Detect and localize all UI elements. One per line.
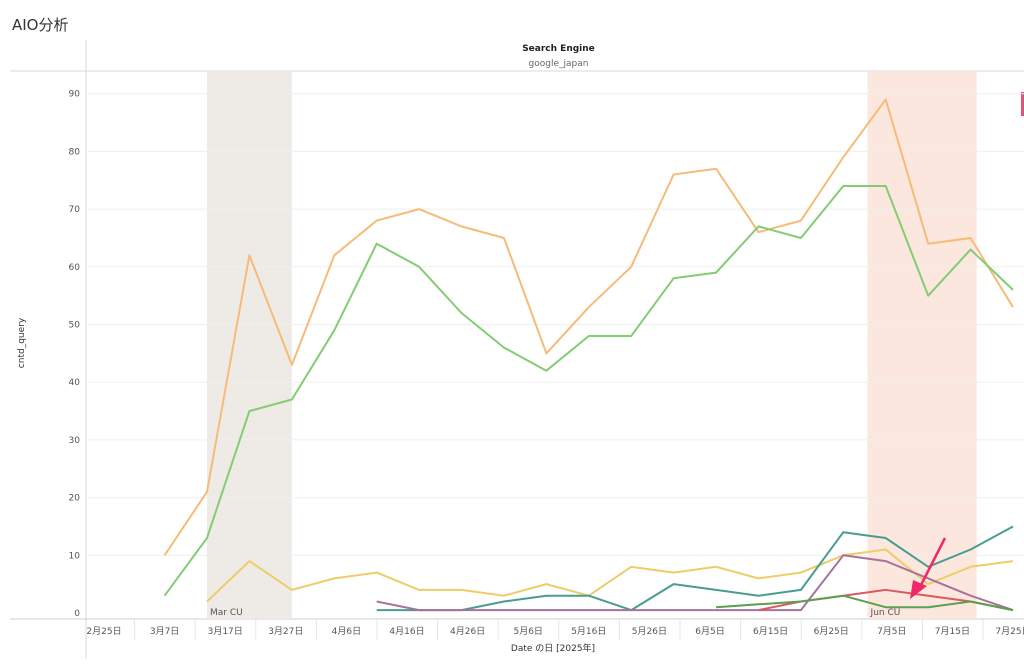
- x-tick-5: 4月16日: [389, 626, 424, 637]
- band-label-1: Jun CU: [870, 608, 901, 618]
- scroll-marker[interactable]: [1021, 92, 1024, 116]
- y-tick-0: 0: [74, 609, 80, 619]
- x-tick-8: 5月16日: [571, 626, 606, 637]
- x-tick-14: 7月15日: [935, 626, 970, 637]
- x-tick-11: 6月15日: [753, 626, 788, 637]
- x-tick-15: 7月25日: [995, 626, 1024, 637]
- x-tick-4: 4月6日: [332, 626, 361, 637]
- y-tick-10: 10: [69, 551, 81, 561]
- y-tick-40: 40: [69, 378, 81, 388]
- panel-subtitle: google_japan: [528, 59, 589, 69]
- x-tick-13: 7月5日: [877, 626, 906, 637]
- series-purple: [376, 554, 1014, 612]
- band-label-0: Mar CU: [210, 608, 243, 618]
- annotation-arrow: [910, 537, 947, 599]
- y-tick-70: 70: [69, 205, 81, 215]
- series-teal: [376, 525, 1014, 612]
- x-tick-1: 3月7日: [150, 626, 179, 637]
- x-tick-6: 4月26日: [450, 626, 485, 637]
- band-0: [207, 71, 292, 619]
- series-yellow: [206, 548, 1014, 603]
- page-title: AIO分析: [12, 16, 69, 34]
- panel-title: Search Engine: [522, 44, 595, 54]
- series-darkgreen: [716, 594, 1014, 612]
- y-tick-20: 20: [69, 494, 81, 504]
- y-tick-60: 60: [69, 263, 81, 273]
- y-tick-30: 30: [69, 436, 81, 446]
- x-tick-3: 3月27日: [268, 626, 303, 637]
- x-tick-0: 2月25日: [86, 626, 121, 637]
- x-tick-7: 5月6日: [513, 626, 542, 637]
- y-tick-80: 80: [69, 147, 81, 157]
- y-tick-50: 50: [69, 321, 81, 331]
- band-1: [867, 71, 977, 619]
- series-orange: [163, 98, 1014, 556]
- y-axis-label: cntd_query: [17, 317, 27, 368]
- x-tick-9: 5月26日: [632, 626, 667, 637]
- x-tick-2: 3月17日: [208, 626, 243, 637]
- x-tick-10: 6月5日: [695, 626, 724, 637]
- x-axis-label: Date の日 [2025年]: [511, 642, 595, 654]
- x-tick-12: 6月25日: [814, 626, 849, 637]
- series-green: [163, 185, 1014, 597]
- y-tick-90: 90: [69, 90, 81, 100]
